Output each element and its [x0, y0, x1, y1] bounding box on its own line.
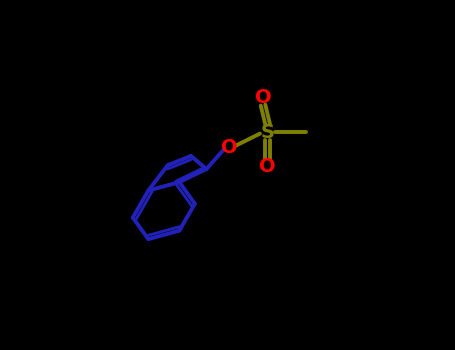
Text: S: S	[261, 122, 275, 142]
Text: O: O	[259, 157, 276, 176]
Text: O: O	[221, 138, 237, 157]
Text: O: O	[255, 88, 271, 107]
